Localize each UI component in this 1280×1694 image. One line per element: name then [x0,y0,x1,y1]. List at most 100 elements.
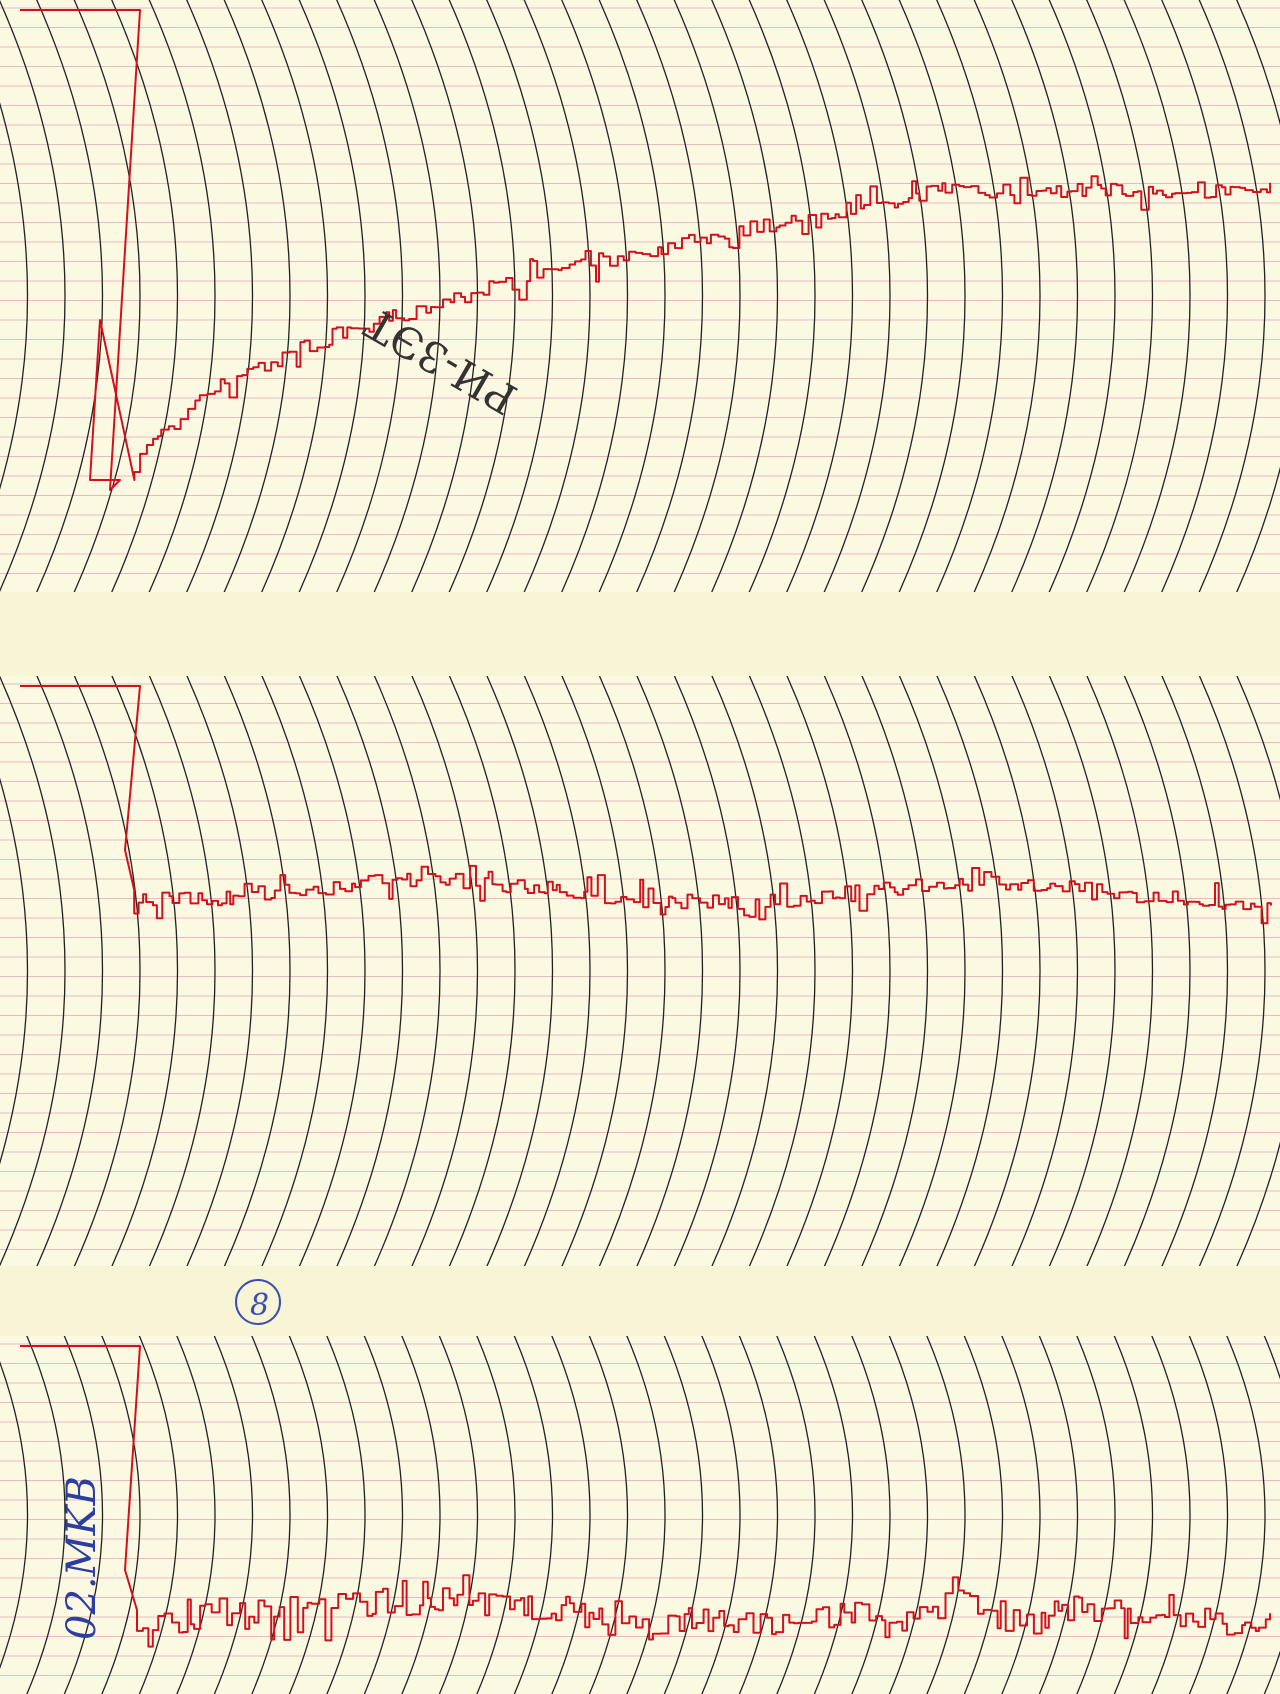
arc-grid-line [598,676,666,1266]
arc-grid-line [0,0,66,592]
arc-grid-line [551,1336,591,1694]
arc-grid-line [251,1336,291,1694]
arc-grid-line [185,0,254,592]
arc-grid-line [748,0,816,592]
circled-note: 8 [250,1288,269,1323]
arc-grid-line [823,0,891,592]
arc-grid-line [523,0,591,592]
arc-grid-line [898,676,966,1266]
arc-grid-line [898,0,966,592]
arc-grid-line [673,676,741,1266]
arc-grid-line [926,1336,966,1694]
arc-grid-line [373,676,441,1266]
arc-grid-line [1113,1336,1154,1694]
arc-grid-line [73,676,141,1266]
side-note: 02.MKB [59,1476,105,1640]
arc-grid-line [786,676,854,1266]
arc-grid-line [148,676,216,1266]
arc-grid-line [448,676,516,1266]
arc-grid-line [486,676,554,1266]
chart-panel [0,676,1280,1266]
recorder-trace [20,685,1272,925]
arc-grid-line [711,676,779,1266]
arc-grid-line [1236,676,1280,1266]
arc-grid-line [485,0,554,592]
arc-grid-line [738,1336,779,1694]
arc-grid-line [776,1336,816,1694]
arc-grid-line [0,1361,29,1669]
arc-grid-line [410,0,479,592]
arc-grid-line [101,1336,141,1694]
arc-grid-line [223,676,291,1266]
arc-grid-line [636,676,704,1266]
arc-grid-line [1160,0,1229,592]
arc-grid-line [476,1336,516,1694]
arc-grid-line [111,676,179,1266]
arc-grid-line [973,676,1041,1266]
arc-grid-line [1198,0,1266,592]
arc-grid-line [363,1336,404,1694]
arc-grid-line [186,676,254,1266]
arc-grid-line [1151,1336,1191,1694]
arc-grid-line [176,1336,216,1694]
arc-grid-line [288,1336,329,1694]
chart-panel [0,1336,1280,1694]
arc-grid-line [1076,1336,1116,1694]
panel-bg [0,0,1280,592]
arc-grid-line [588,1336,629,1694]
arc-grid-line [26,1336,66,1694]
arc-grid-line [513,1336,554,1694]
panel-bg [0,676,1280,1266]
arc-grid-line [411,676,479,1266]
arc-grid-line [335,0,404,592]
arc-grid-line [963,1336,1004,1694]
arc-grid-line [561,676,629,1266]
arc-grid-line [1010,0,1079,592]
arc-grid-line [401,1336,441,1694]
recorder-trace [20,9,1272,491]
arc-grid-line [336,676,404,1266]
arc-grid-line [298,0,366,592]
arc-grid-line [560,0,629,592]
circle-mark [235,1279,281,1325]
arc-grid-line [673,0,741,592]
arc-grid-line [860,0,929,592]
arc-grid-line [1123,676,1191,1266]
arc-grid-line [663,1336,704,1694]
arc-grid-line [936,676,1004,1266]
arc-grid-line [63,1336,104,1694]
arc-grid-line [701,1336,741,1694]
arc-grid-line [73,0,141,592]
arc-grid-line [0,676,66,1266]
arc-grid-line [373,0,441,592]
panel-bg [0,1336,1280,1694]
arc-grid-line [326,1336,366,1694]
arc-grid-line [1188,1336,1229,1694]
arc-grid-line [626,1336,666,1694]
arc-grid-line [36,676,104,1266]
arc-grid-line [523,676,591,1266]
arc-grid-line [935,0,1004,592]
arc-grid-line [598,0,666,592]
arc-grid-line [1048,0,1116,592]
arc-grid-line [0,777,29,1165]
arc-grid-line [1048,676,1116,1266]
arc-grid-line [1235,0,1280,592]
arc-grid-line [635,0,704,592]
arc-grid-line [298,676,366,1266]
arc-grid-line [785,0,854,592]
arc-grid-line [1161,676,1229,1266]
arc-grid-line [1226,1336,1266,1694]
arc-grid-line [888,1336,929,1694]
arc-grid-line [448,0,516,592]
arc-grid-line [438,1336,479,1694]
recorder-trace [20,1345,1271,1648]
arc-grid-line [261,676,329,1266]
arc-grid-line [851,1336,891,1694]
arc-grid-line [1011,676,1079,1266]
arc-grid-line [1123,0,1191,592]
arc-grid-line [1001,1336,1041,1694]
arc-grid-line [110,0,179,592]
